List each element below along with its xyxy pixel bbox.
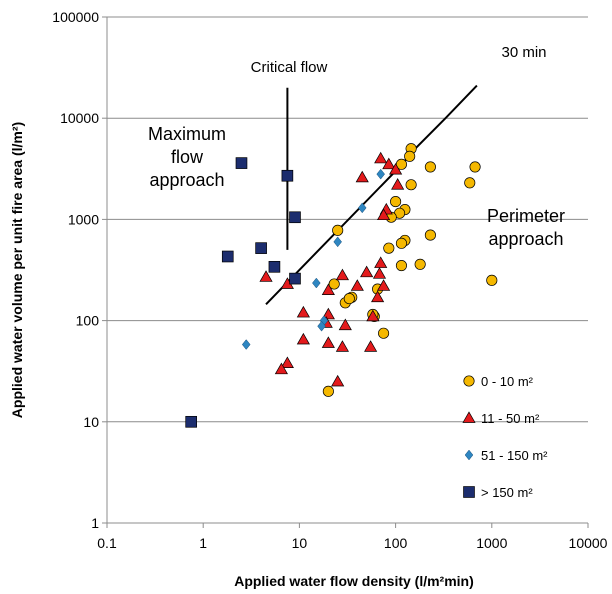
data-point-diamond: [357, 202, 367, 214]
legend-label: 0 - 10 m²: [481, 374, 534, 389]
legend-label: > 150 m²: [481, 485, 533, 500]
annotations: Maximum flow approach Perimeter approach Crit…: [148, 44, 565, 249]
data-point-triangle: [382, 157, 396, 170]
data-point-triangle: [371, 290, 385, 303]
data-point-triangle: [374, 151, 388, 164]
data-point-triangle: [391, 178, 405, 190]
data-point-square: [185, 415, 197, 428]
x-tick-label: 0.1: [97, 535, 117, 551]
data-point-circle: [404, 150, 416, 162]
data-point-square: [289, 272, 301, 285]
data-point-circle: [486, 274, 498, 286]
legend-marker: [462, 411, 476, 423]
annotation-max-flow-line: approach: [149, 170, 224, 190]
data-point-triangle: [360, 265, 374, 278]
data-point-triangle: [355, 170, 369, 183]
data-point-diamond: [317, 320, 326, 332]
data-point-circle: [424, 161, 436, 173]
data-point-circle: [405, 179, 417, 191]
data-point-triangle: [376, 208, 391, 221]
annotation-critical-line: Critical flow: [251, 59, 328, 76]
data-point-square: [281, 169, 294, 182]
data-point-circle: [414, 258, 426, 270]
data-point-square: [289, 211, 301, 224]
legend-marker: [464, 449, 474, 461]
data-point-circle: [464, 177, 476, 189]
data-point-triangle: [280, 356, 294, 368]
data-point-triangle: [335, 340, 349, 352]
data-point-triangle: [366, 309, 380, 322]
data-point-circle: [332, 224, 344, 236]
data-point-circle: [343, 293, 355, 305]
legend-label: 11 - 50 m²: [481, 411, 540, 426]
data-point-circle: [395, 259, 407, 272]
data-point-square: [221, 250, 234, 263]
data-point-triangle: [376, 279, 391, 291]
annotation-perimeter-line: Perimeter: [487, 206, 565, 226]
data-point-square: [255, 242, 267, 254]
data-point-triangle: [374, 256, 388, 268]
data-point-triangle: [296, 332, 310, 345]
data-point-circle: [378, 327, 390, 339]
data-point-triangle: [321, 283, 335, 295]
y-tick-label: 10000: [60, 110, 99, 126]
annotation-perimeter-line: approach: [488, 229, 563, 249]
data-point-diamond: [376, 168, 385, 180]
data-points: [185, 143, 498, 428]
data-point-circle: [328, 278, 340, 290]
data-point-diamond: [333, 236, 342, 248]
x-tick-label: 10: [292, 535, 308, 551]
data-point-circle: [469, 161, 481, 173]
data-point-square: [235, 157, 248, 169]
legend-marker: [463, 375, 475, 387]
legend-marker: [463, 486, 475, 498]
x-tick-label: 1000: [476, 535, 507, 551]
data-point-circle: [383, 242, 395, 254]
axes: [102, 16, 589, 528]
data-point-triangle: [331, 374, 345, 387]
data-point-diamond: [312, 277, 321, 289]
y-tick-label: 100000: [52, 9, 99, 25]
y-tick-label: 1000: [68, 211, 99, 227]
data-point-square: [268, 261, 281, 273]
data-point-triangle: [389, 162, 403, 175]
data-point-diamond: [241, 339, 251, 350]
data-point-triangle: [321, 336, 335, 348]
data-point-triangle: [335, 268, 349, 281]
x-tick-label: 10000: [569, 535, 608, 551]
legend-label: 51 - 150 m²: [481, 448, 548, 463]
y-tick-label: 100: [76, 313, 100, 329]
data-point-triangle: [372, 267, 387, 279]
data-point-triangle: [321, 307, 335, 320]
x-tick-label: 1: [199, 535, 207, 551]
y-tick-label: 10: [83, 414, 99, 430]
data-point-triangle: [274, 362, 288, 375]
data-point-circle: [390, 196, 402, 208]
data-point-triangle: [338, 318, 352, 331]
y-tick-labels: 1 10 100 1000 10000 100000: [52, 9, 99, 531]
data-point-triangle: [296, 305, 310, 318]
x-axis-title: Applied water flow density (l/m²min): [234, 573, 474, 589]
annotation-max-flow-line: flow: [171, 147, 204, 167]
legend: 0 - 10 m² 11 - 50 m² 51 - 150 m² > 150 m²: [462, 374, 548, 500]
y-axis-title: Applied water volume per unit fire area …: [9, 122, 25, 418]
data-point-circle: [395, 237, 407, 249]
annotation-max-flow-line: Maximum: [148, 124, 226, 144]
y-tick-label: 1: [91, 515, 99, 531]
data-point-circle: [322, 385, 334, 397]
data-point-triangle: [350, 279, 364, 291]
x-tick-labels: 0.1 1 10 100 1000 10000: [97, 535, 607, 551]
data-point-triangle: [259, 270, 273, 282]
annotation-thirty-line: 30 min: [501, 44, 546, 61]
data-point-triangle: [364, 340, 378, 352]
data-point-circle: [424, 229, 436, 241]
x-tick-label: 100: [384, 535, 408, 551]
